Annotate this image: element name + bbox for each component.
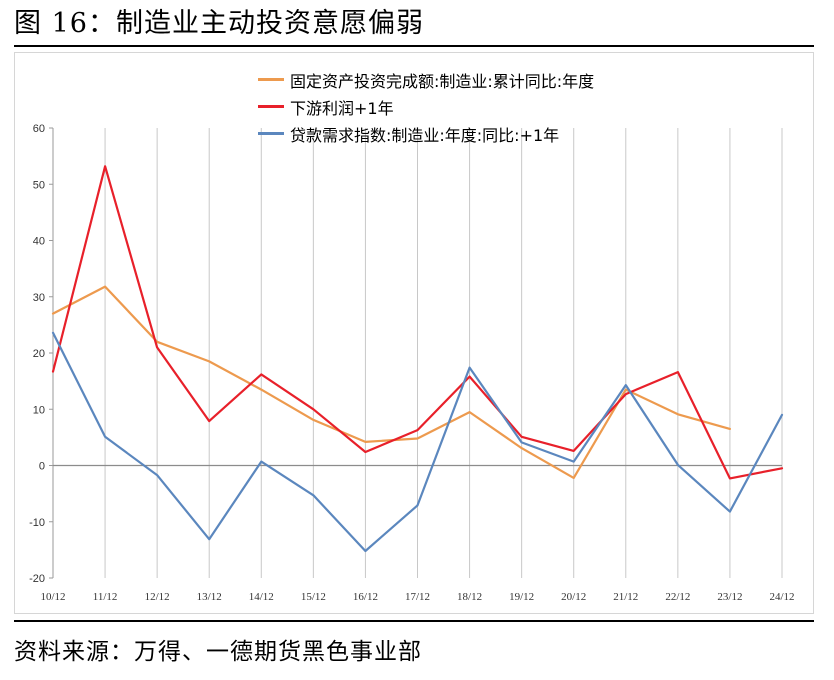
x-tick-label: 23/12 xyxy=(717,591,742,603)
y-tick-label: -20 xyxy=(29,573,45,585)
legend-label: 固定资产投资完成额:制造业:累计同比:年度 xyxy=(290,71,595,91)
x-tick-label: 17/12 xyxy=(405,591,430,603)
y-tick-label: 0 xyxy=(39,461,45,473)
series-line-0 xyxy=(51,285,731,479)
x-tick-label: 11/12 xyxy=(93,591,118,603)
y-tick-label: -10 xyxy=(29,517,45,529)
legend-swatch xyxy=(258,78,284,81)
legend-item-fixed-asset-investment: 固定资产投资完成额:制造业:累计同比:年度 xyxy=(258,66,594,93)
y-tick-label: 30 xyxy=(33,292,45,304)
figure-title: 图 16：制造业主动投资意愿偏弱 xyxy=(14,8,424,39)
x-tick-label: 20/12 xyxy=(561,591,586,603)
source-rule xyxy=(14,620,814,622)
x-tick-label: 12/12 xyxy=(145,591,170,603)
x-tick-label: 16/12 xyxy=(353,591,378,603)
x-tick-label: 15/12 xyxy=(301,591,326,603)
legend-swatch xyxy=(258,105,284,108)
x-tick-label: 19/12 xyxy=(509,591,534,603)
series-line-1 xyxy=(51,165,784,480)
legend: 固定资产投资完成额:制造业:累计同比:年度 下游利润+1年 贷款需求指数:制造业… xyxy=(258,66,594,147)
x-tick-label: 24/12 xyxy=(769,591,794,603)
y-tick-label: 60 xyxy=(33,123,45,135)
source-note: 资料来源：万得、一德期货黑色事业部 xyxy=(14,639,422,665)
x-tick-label: 22/12 xyxy=(665,591,690,603)
legend-swatch xyxy=(258,132,284,135)
y-tick-label: 20 xyxy=(33,348,45,360)
title-rule xyxy=(14,45,814,47)
legend-item-loan-demand-index: 贷款需求指数:制造业:年度:同比:+1年 xyxy=(258,120,594,147)
legend-item-downstream-profit: 下游利润+1年 xyxy=(258,93,594,120)
x-tick-label: 18/12 xyxy=(457,591,482,603)
x-tick-label: 10/12 xyxy=(40,591,65,603)
legend-label: 下游利润+1年 xyxy=(290,98,394,118)
y-tick-label: 40 xyxy=(33,236,45,248)
y-tick-label: 50 xyxy=(33,179,45,191)
x-tick-label: 21/12 xyxy=(613,591,638,603)
legend-label: 贷款需求指数:制造业:年度:同比:+1年 xyxy=(290,125,560,145)
series-line-2 xyxy=(51,331,784,553)
x-tick-label: 14/12 xyxy=(249,591,274,603)
x-tick-label: 13/12 xyxy=(197,591,222,603)
y-tick-label: 10 xyxy=(33,404,45,416)
